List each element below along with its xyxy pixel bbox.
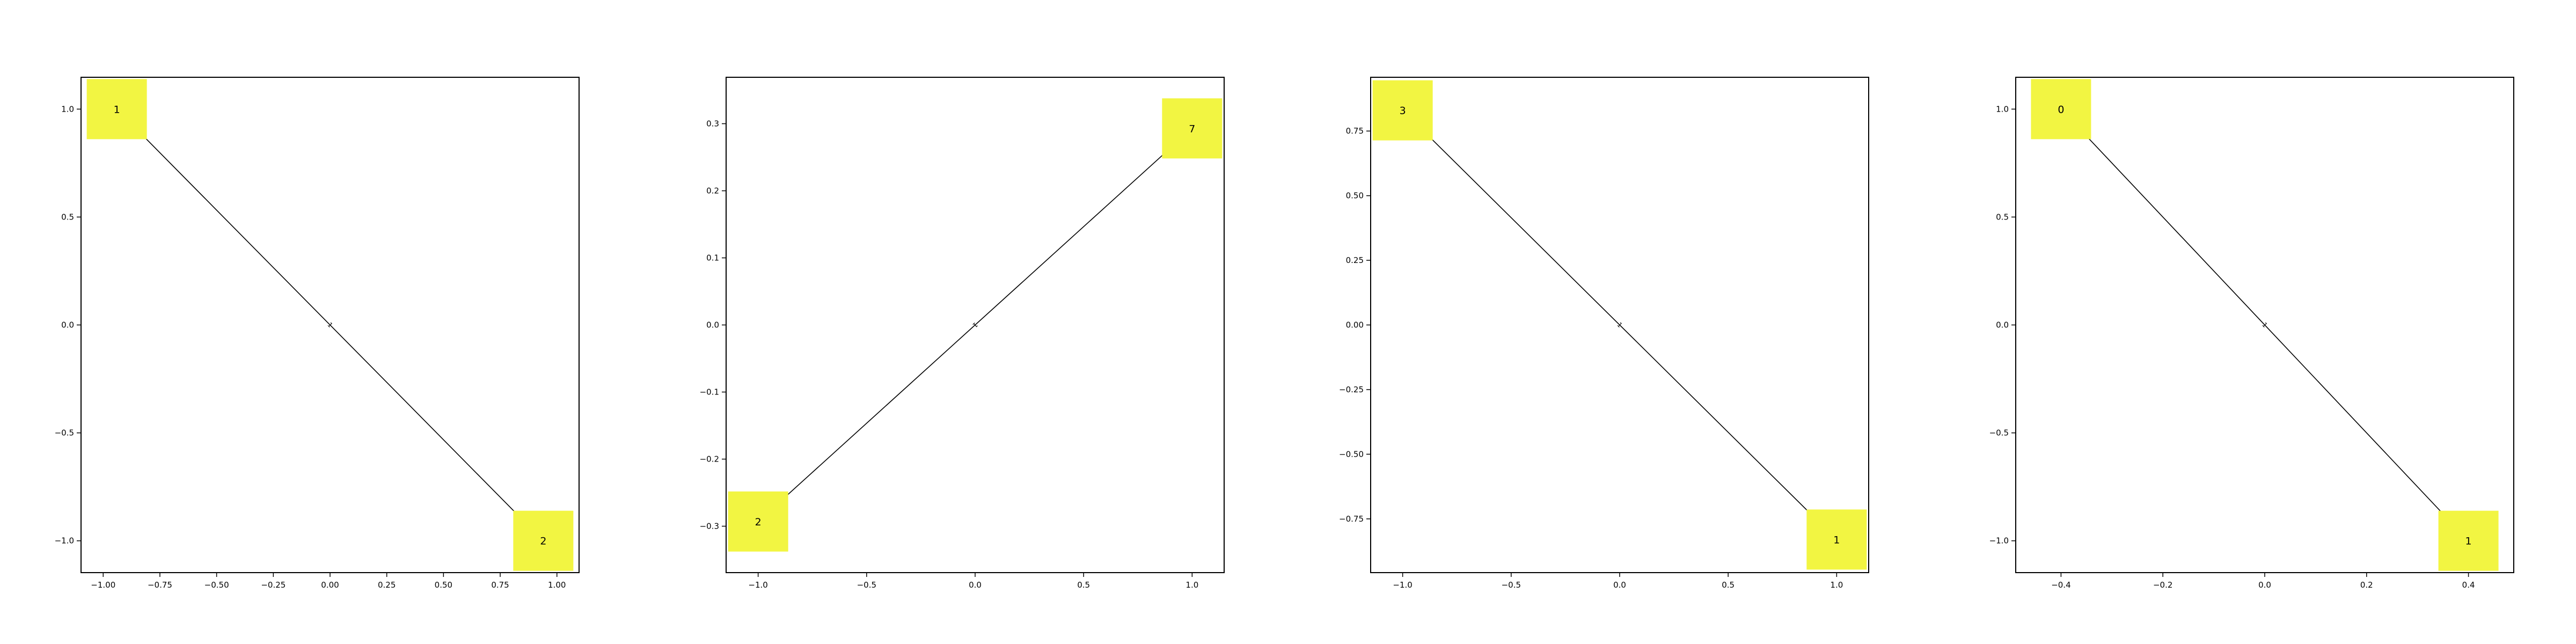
graph-node-label: 7: [1189, 123, 1195, 135]
x-tick-label: −0.4: [2051, 580, 2070, 590]
graph-node-box: [1372, 80, 1433, 141]
graph-node-label: 1: [1833, 534, 1840, 546]
x-tick-label: 0.2: [2360, 580, 2373, 590]
y-tick-label: 0.0: [706, 320, 719, 330]
y-tick-label: −0.2: [700, 455, 719, 464]
x-tick-label: −0.5: [1502, 580, 1521, 590]
y-tick-label: −1.0: [1989, 536, 2009, 546]
x-tick-label: −0.75: [148, 580, 172, 590]
x-tick-label: 0.5: [1077, 580, 1090, 590]
y-tick-label: 0.2: [706, 186, 719, 196]
graph-node-label: 2: [540, 536, 546, 547]
y-tick-label: −1.0: [55, 536, 74, 546]
graph-node-box: [86, 79, 147, 140]
x-tick-label: 0.25: [378, 580, 396, 590]
y-tick-label: −0.50: [1339, 449, 1364, 459]
y-tick-label: −0.3: [700, 522, 719, 531]
graph-node-label: 2: [755, 516, 762, 528]
graph-edge: [2060, 108, 2469, 541]
y-tick-label: 0.25: [1346, 255, 1364, 265]
graph-node-box: [513, 510, 574, 571]
graph-node-box: [1806, 509, 1867, 570]
graph-edge: [1402, 110, 1837, 540]
graph-node-label: 3: [1400, 105, 1406, 117]
graph-edge: [116, 108, 544, 541]
x-tick-label: −1.0: [1393, 580, 1412, 590]
x-tick-label: −0.2: [2153, 580, 2172, 590]
y-tick-label: 0.00: [1346, 320, 1364, 330]
x-tick-label: 0.0: [1613, 580, 1626, 590]
y-tick-label: −0.5: [55, 428, 74, 438]
y-tick-label: −0.25: [1339, 385, 1364, 394]
x-tick-label: 1.0: [1830, 580, 1843, 590]
y-tick-label: 0.50: [1346, 191, 1364, 201]
x-tick-label: −0.50: [204, 580, 229, 590]
y-tick-label: −0.5: [1989, 428, 2009, 438]
graph-node-label: 1: [2465, 536, 2472, 547]
y-tick-label: 0.75: [1346, 126, 1364, 136]
x-tick-label: 0.0: [2258, 580, 2271, 590]
y-tick-label: 1.0: [61, 104, 74, 114]
y-tick-label: 0.1: [706, 253, 719, 263]
x-tick-label: 0.4: [2462, 580, 2475, 590]
x-tick-label: −1.0: [748, 580, 767, 590]
y-tick-label: 0.5: [1996, 212, 2009, 222]
x-tick-label: 1.00: [548, 580, 566, 590]
graph-node-box: [2438, 510, 2499, 571]
graph-node-box: [728, 491, 788, 552]
x-tick-label: 0.50: [435, 580, 452, 590]
x-tick-label: 0.0: [969, 580, 982, 590]
y-tick-label: −0.1: [700, 387, 719, 397]
x-tick-label: −0.5: [857, 580, 876, 590]
y-tick-label: 0.5: [61, 212, 74, 222]
graph-node-label: 0: [2058, 104, 2064, 115]
graph-edge: [758, 128, 1192, 522]
y-tick-label: 0.3: [706, 119, 719, 129]
x-tick-label: 0.00: [321, 580, 339, 590]
graph-node-label: 1: [114, 104, 120, 115]
x-tick-label: 0.5: [1722, 580, 1735, 590]
x-tick-label: −1.00: [91, 580, 115, 590]
graph-node-box: [1162, 98, 1223, 159]
x-tick-label: 1.0: [1185, 580, 1198, 590]
y-tick-label: −0.75: [1339, 514, 1364, 524]
x-tick-label: −0.25: [261, 580, 286, 590]
y-tick-label: 1.0: [1996, 104, 2009, 114]
y-tick-label: 0.0: [61, 320, 74, 330]
y-tick-label: 0.0: [1996, 320, 2009, 330]
graph-node-box: [2031, 79, 2091, 140]
x-tick-label: 0.75: [491, 580, 509, 590]
